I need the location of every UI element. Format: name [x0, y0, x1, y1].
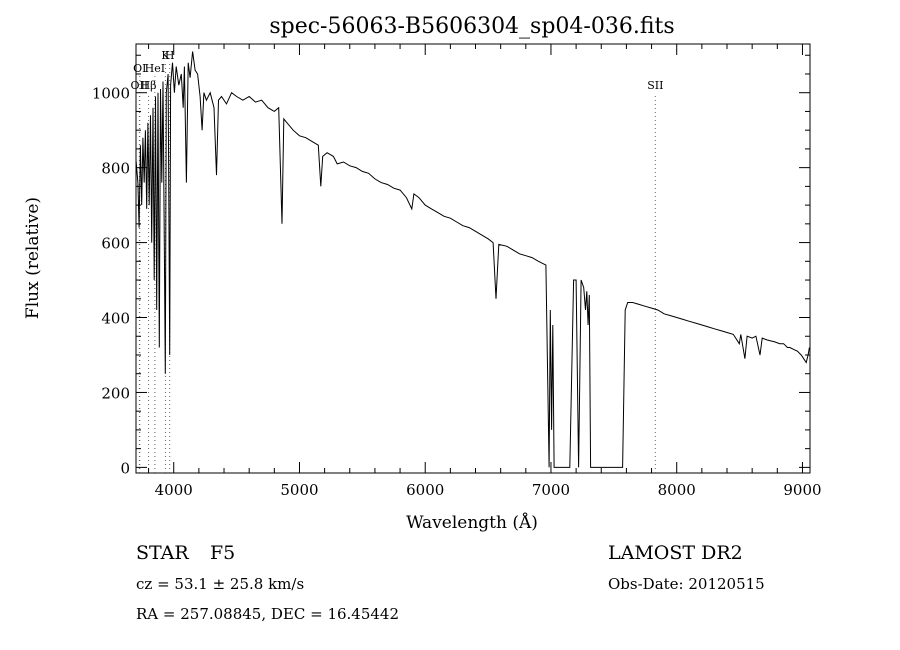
line-marker-label: Hβ: [141, 79, 157, 92]
x-tick-label: 5000: [280, 481, 318, 499]
x-axis-label: Wavelength (Å): [406, 512, 538, 533]
y-tick-label: 600: [101, 235, 130, 253]
y-tick-label: 0: [120, 459, 130, 477]
coordinates: RA = 257.08845, DEC = 16.45442: [136, 605, 399, 623]
y-tick-label: 200: [101, 384, 130, 402]
line-marker-label: OII: [131, 79, 149, 92]
x-tick-label: 9000: [783, 481, 821, 499]
redshift-readout: cz = 53.1 ± 25.8 km/s: [136, 575, 304, 593]
x-tick-labels: 4000 5000 6000 7000 8000 9000: [155, 481, 822, 499]
line-marker-label: OI: [133, 62, 146, 75]
y-tick-labels: 0 200 400 600 800 1000: [92, 85, 130, 478]
x-tick-label: 4000: [155, 481, 193, 499]
x-tick-label: 7000: [532, 481, 570, 499]
y-axis-label: Flux (relative): [23, 197, 43, 319]
line-marker-label: HeI: [145, 62, 165, 75]
spectrum-series-line: [135, 51, 810, 468]
x-tick-label: 6000: [406, 481, 444, 499]
line-marker-label: K: [161, 49, 170, 62]
spectral-subclass: F5: [210, 542, 235, 564]
line-marker-label: SII: [647, 79, 663, 92]
plot-frame: [135, 43, 811, 474]
y-tick-label: 800: [101, 160, 130, 178]
line-marker-label: H: [165, 49, 175, 62]
survey-name: LAMOST DR2: [608, 542, 743, 564]
y-tick-label: 400: [101, 310, 130, 328]
object-type: STAR: [136, 542, 189, 564]
chart-title: spec-56063-B5606304_sp04-036.fits: [269, 14, 674, 39]
axis-ticks: [136, 44, 810, 473]
y-tick-label: 1000: [92, 85, 130, 103]
x-tick-label: 8000: [658, 481, 696, 499]
obs-date: Obs-Date: 20120515: [608, 575, 765, 593]
